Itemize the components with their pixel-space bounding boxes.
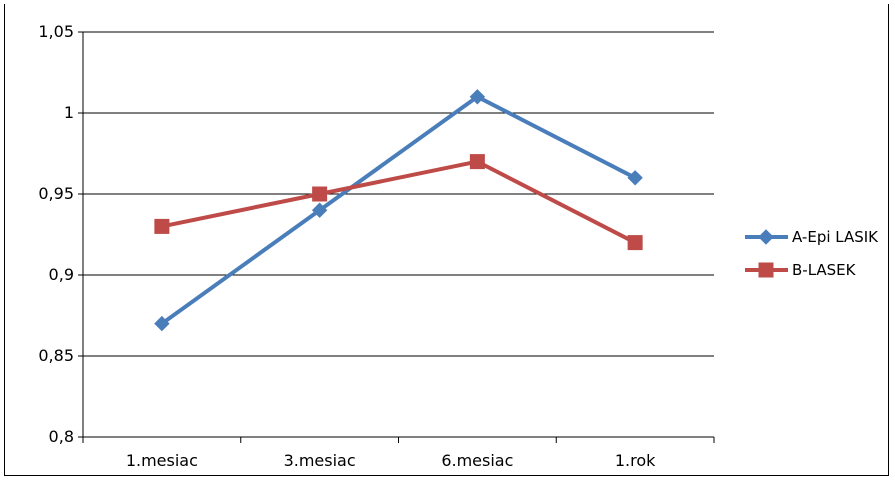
y-tick-label: 0,8 — [49, 427, 74, 446]
data-point — [154, 315, 170, 332]
series-b-lasek — [154, 154, 643, 251]
legend: A-Epi LASIK B-LASEK — [745, 228, 879, 279]
y-tick-label: 0,9 — [49, 265, 74, 284]
legend-marker — [758, 262, 774, 278]
legend-item: A-Epi LASIK — [745, 228, 879, 246]
series-line — [161, 159, 637, 245]
data-point — [627, 170, 643, 186]
legend-label: B-LASEK — [792, 261, 857, 279]
series-line — [160, 94, 637, 326]
y-tick-label: 1 — [64, 103, 74, 122]
legend-label: A-Epi LASIK — [792, 228, 879, 246]
x-tick-labels: 1.mesiac 3.mesiac 6.mesiac 1.rok — [126, 451, 656, 470]
x-tick-label: 1.rok — [615, 451, 656, 470]
data-point — [627, 235, 643, 251]
data-point — [312, 186, 328, 202]
series-layer — [154, 89, 643, 332]
data-point — [311, 202, 328, 218]
y-tick-label: 1,05 — [38, 22, 74, 41]
x-tick-label: 6.mesiac — [441, 451, 513, 470]
series-a-epi-lasik — [154, 89, 643, 332]
data-point — [469, 154, 485, 170]
y-tick-labels: 0,8 0,85 0,9 0,95 1 1,05 — [38, 22, 74, 446]
legend-item: B-LASEK — [745, 261, 857, 279]
data-point — [154, 218, 170, 234]
data-point — [469, 89, 486, 105]
x-tick-label: 3.mesiac — [284, 451, 356, 470]
legend-marker — [758, 229, 774, 245]
y-tick-label: 0,85 — [38, 346, 74, 365]
axes — [78, 31, 715, 443]
x-tick-label: 1.mesiac — [126, 451, 198, 470]
y-tick-label: 0,95 — [38, 184, 74, 203]
chart-frame — [4, 4, 889, 476]
grid-lines — [83, 31, 714, 357]
